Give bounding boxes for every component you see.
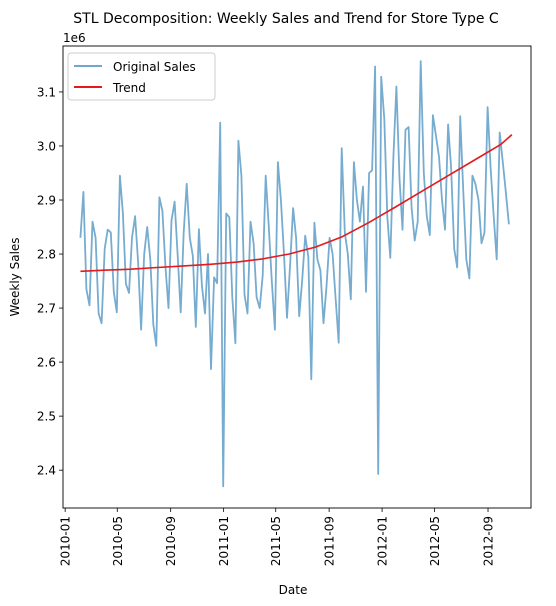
x-tick-label: 2012-05 [428,516,442,566]
x-tick-label: 2010-09 [164,516,178,566]
x-tick-label: 2011-05 [269,516,283,566]
y-tick-label: 2.8 [37,248,56,262]
series-line-original-sales [79,60,510,488]
y-tick-label: 2.5 [37,410,56,424]
plot-frame [62,45,532,509]
y-axis-ticks: 2.4 2.5 2.6 2.7 2.8 2.9 3.0 3.1 [37,85,63,478]
x-axis-ticks: 2010-01 2010-05 2010-09 2011-01 2011-05 2011-… [59,508,496,566]
y-tick-label: 2.7 [37,302,56,316]
x-tick-label: 2010-01 [59,516,73,566]
x-tick-label: 2011-09 [323,516,337,566]
plot-lines [79,60,513,488]
legend-label-trend: Trend [112,81,146,95]
legend-label-original-sales: Original Sales [113,60,196,74]
x-axis-title: Date [279,583,308,597]
x-tick-label: 2010-05 [111,516,125,566]
series-line-trend [80,134,513,273]
x-tick-label: 2012-01 [376,516,390,566]
y-tick-label: 2.4 [37,464,56,478]
y-tick-label: 2.9 [37,194,56,208]
chart-title: STL Decomposition: Weekly Sales and Tren… [73,11,499,27]
y-tick-label: 3.0 [37,139,56,153]
x-tick-label: 2011-01 [217,516,231,566]
y-axis-title: Weekly Sales [8,237,22,316]
y-tick-label: 3.1 [37,85,56,99]
legend-box [67,52,216,101]
x-tick-label: 2012-09 [482,516,496,566]
y-tick-label: 2.6 [37,356,56,370]
y-axis-offset-label: 1e6 [63,31,86,45]
legend: Original Sales Trend [67,52,216,101]
